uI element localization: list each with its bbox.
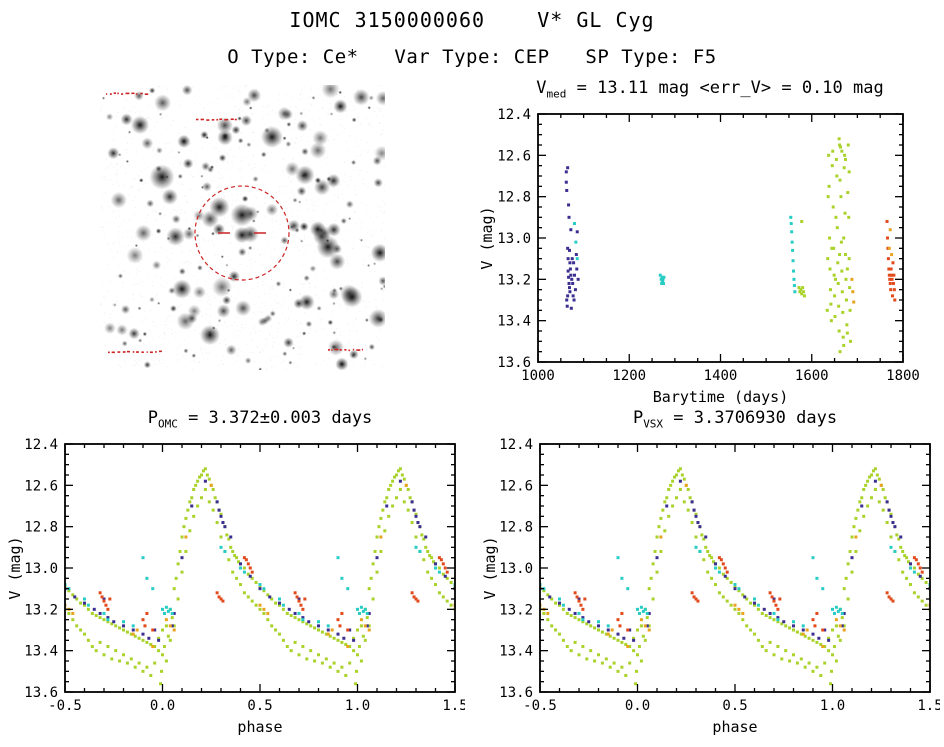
phase-vsx-plot bbox=[475, 432, 940, 716]
lightcurve-panel: Vmed = 13.11 mag <err_V> = 0.10 mag V (m… bbox=[470, 78, 935, 413]
title-text: = 3.372±0.003 days bbox=[177, 408, 373, 428]
title-symbol: V bbox=[536, 78, 547, 98]
phase-omc-title: POMC = 3.372±0.003 days bbox=[55, 408, 465, 430]
title-text: = 13.11 mag <err_V> = 0.10 mag bbox=[566, 78, 884, 98]
phase-vsx-panel: PVSX = 3.3706930 days V (mag) phase bbox=[475, 408, 940, 747]
title-text: = 3.3706930 days bbox=[663, 408, 838, 428]
phase-omc-plot bbox=[0, 432, 465, 716]
title-subscript: OMC bbox=[157, 417, 178, 431]
phase-vsx-xlabel: phase bbox=[712, 718, 758, 736]
title-subscript: VSX bbox=[643, 417, 664, 431]
page-subtitle: O Type: Ce* Var Type: CEP SP Type: F5 bbox=[227, 46, 717, 68]
phase-vsx-title: PVSX = 3.3706930 days bbox=[530, 408, 940, 430]
title-subscript: med bbox=[546, 87, 567, 101]
page-title: IOMC 3150000060 V* GL Cyg bbox=[289, 8, 655, 32]
lightcurve-plot bbox=[470, 102, 935, 386]
lightcurve-title: Vmed = 13.11 mag <err_V> = 0.10 mag bbox=[505, 78, 915, 100]
phase-omc-xlabel: phase bbox=[237, 718, 283, 736]
phase-omc-panel: POMC = 3.372±0.003 days V (mag) phase bbox=[0, 408, 465, 747]
finding-chart-image bbox=[100, 85, 385, 370]
lightcurve-xlabel: Barytime (days) bbox=[652, 388, 789, 406]
title-symbol: P bbox=[147, 408, 158, 428]
title-symbol: P bbox=[632, 408, 644, 428]
